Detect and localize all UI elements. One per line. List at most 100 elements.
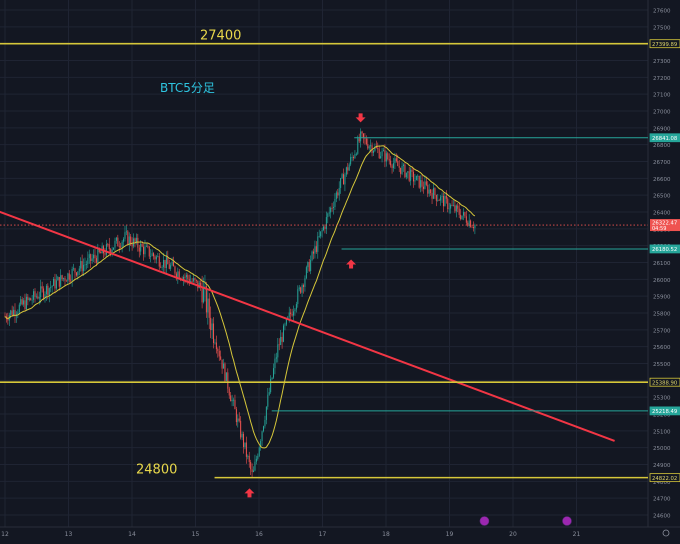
candle-body: [392, 163, 394, 169]
candle-body: [351, 156, 353, 158]
candle-body: [178, 271, 180, 279]
candle-body: [215, 342, 217, 350]
candle-body: [347, 167, 349, 171]
candle-body: [244, 442, 246, 448]
candle-body: [445, 195, 447, 199]
candle-body: [114, 240, 116, 248]
candle-body: [344, 174, 346, 185]
price-tick-label: 24900: [653, 463, 671, 469]
candle-body: [144, 246, 146, 255]
time-tick-label: 13: [65, 531, 73, 538]
price-line-label-box: [649, 133, 680, 143]
candle-body: [440, 196, 442, 201]
candle-body: [48, 288, 50, 296]
candle-body: [444, 195, 446, 207]
candle-body: [134, 238, 136, 243]
candle-body: [418, 175, 420, 188]
chart-title: BTC5分足: [160, 81, 215, 95]
price-tick-label: 26900: [653, 126, 671, 132]
candle-body: [378, 149, 380, 159]
candle-body: [224, 363, 226, 381]
candle-body: [90, 254, 92, 262]
candle-body: [63, 278, 65, 279]
candle-body: [380, 156, 382, 159]
candle-body: [208, 298, 210, 318]
candle-body: [61, 275, 63, 279]
candle-body: [205, 286, 207, 313]
candle-body: [28, 298, 30, 300]
candle-body: [21, 299, 23, 305]
price-tick-label: 26800: [653, 143, 671, 149]
candle-body: [88, 254, 90, 258]
price-tick-label: 25700: [653, 328, 671, 334]
candle-body: [177, 271, 179, 278]
candle-body: [303, 285, 305, 287]
candle-body: [123, 238, 125, 242]
candle-body: [233, 399, 235, 401]
candle-body: [472, 226, 474, 229]
candle-body: [387, 153, 389, 160]
candle-body: [11, 310, 13, 316]
candle-body: [20, 299, 22, 305]
price-line-label-box: [649, 473, 680, 483]
candle-body: [428, 189, 430, 194]
candle-body: [191, 280, 193, 282]
candle-body: [273, 368, 275, 378]
candle-body: [160, 266, 162, 268]
candle-body: [307, 262, 309, 268]
candle-body: [465, 216, 467, 223]
candle-body: [218, 350, 220, 357]
candle-body: [43, 288, 45, 298]
candle-body: [45, 285, 47, 295]
candle-body: [193, 278, 195, 282]
candle-body: [405, 172, 407, 178]
candle-body: [121, 241, 123, 248]
candle-body: [323, 226, 325, 231]
candle-body: [288, 312, 290, 317]
candle-body: [231, 399, 233, 402]
candle-body: [278, 344, 280, 346]
candle-body: [300, 287, 302, 293]
candle-body: [131, 243, 133, 247]
candle-body: [115, 237, 117, 241]
price-tick-label: 26600: [653, 177, 671, 183]
candle-body: [362, 133, 364, 138]
candle-body: [290, 312, 292, 315]
candle-body: [412, 171, 414, 182]
candle-body: [434, 188, 436, 196]
candle-body: [137, 237, 139, 248]
candle-body: [77, 271, 79, 276]
price-line-label-box: [649, 39, 680, 49]
candle-body: [374, 146, 376, 151]
candle-body: [38, 297, 40, 299]
price-tick-label: 26000: [653, 278, 671, 284]
candle-body: [24, 300, 26, 310]
candle-body: [357, 138, 359, 154]
candle-body: [87, 257, 89, 265]
candle-body: [67, 273, 69, 282]
candle-body: [400, 167, 402, 174]
down-arrow-icon: [355, 113, 366, 123]
candle-body: [328, 212, 330, 214]
candle-body: [398, 166, 400, 168]
candle-body: [125, 231, 127, 233]
candle-body: [385, 153, 387, 162]
candle-body: [68, 273, 70, 280]
candle-body: [451, 204, 453, 206]
candle-body: [188, 278, 190, 283]
candle-body: [277, 344, 279, 358]
candle-body: [411, 169, 413, 172]
candle-body: [161, 267, 163, 269]
candle-body: [367, 144, 369, 149]
price-tick-label: 26100: [653, 261, 671, 267]
price-line-label-box: [649, 377, 680, 387]
candle-body: [44, 294, 46, 298]
candle-body: [294, 309, 296, 312]
current-price-box: [650, 219, 680, 232]
candle-body: [281, 336, 283, 342]
candle-body: [93, 254, 95, 259]
candle-body: [241, 433, 243, 438]
candle-body: [310, 260, 312, 272]
